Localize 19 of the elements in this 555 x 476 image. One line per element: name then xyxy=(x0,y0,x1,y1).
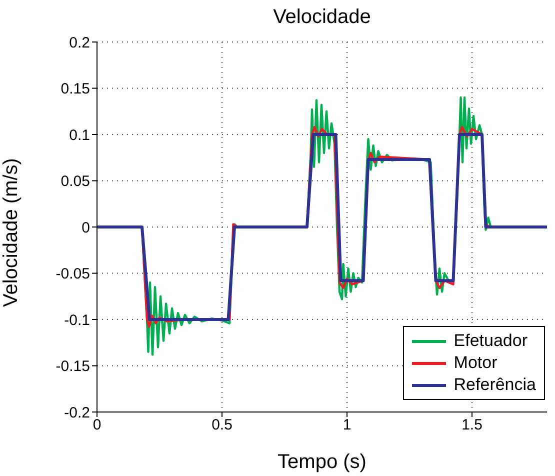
x-tick-label: 1 xyxy=(342,416,352,434)
y-tick-label: -0.2 xyxy=(64,404,90,422)
legend-label: Referência xyxy=(454,374,536,396)
y-tick-label: -0.1 xyxy=(64,312,90,329)
y-tick-label: 0.15 xyxy=(60,80,90,98)
legend-label: Motor xyxy=(454,352,498,374)
y-tick-label: 0.05 xyxy=(60,173,90,190)
y-tick-label: 0 xyxy=(82,219,90,236)
y-axis-title: Velocidade (m/s) xyxy=(0,158,22,307)
y-tick-label: -0.15 xyxy=(56,358,90,376)
x-axis-title: Tempo (s) xyxy=(278,451,366,473)
chart-title: Velocidade xyxy=(272,6,372,29)
y-tick-label: 0.1 xyxy=(69,126,90,144)
x-tick-label: 0 xyxy=(92,416,102,434)
x-tick-label: 0.5 xyxy=(212,416,232,434)
y-tick-label: -0.05 xyxy=(56,266,90,283)
x-tick-label: 1.5 xyxy=(462,416,482,434)
y-tick-label: 0.2 xyxy=(69,34,90,52)
legend-label: Efetuador xyxy=(454,330,528,352)
